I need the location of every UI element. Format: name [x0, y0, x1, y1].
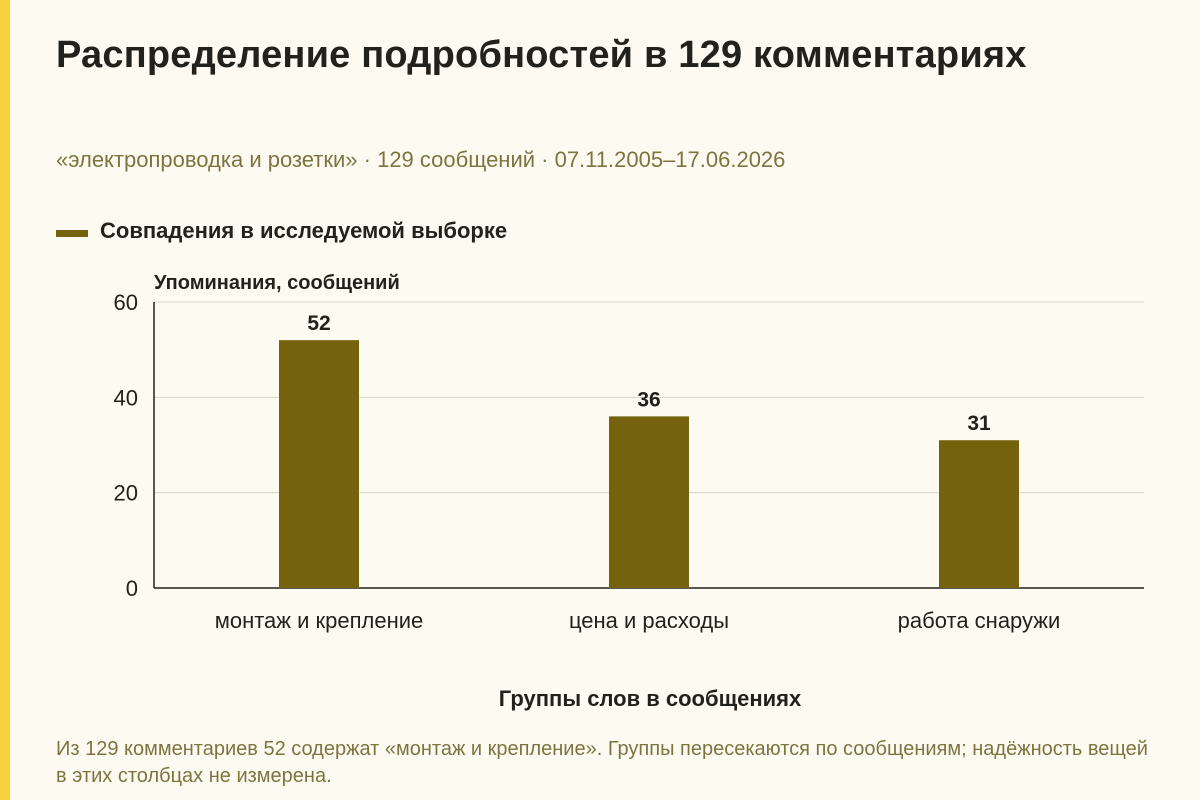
x-tick-label: монтаж и крепление	[215, 608, 424, 633]
accent-stripe	[0, 0, 10, 800]
bar	[279, 340, 359, 588]
chart-title: Распределение подробностей в 129 коммент…	[56, 34, 1027, 76]
y-axis-title: Упоминания, сообщений	[154, 272, 400, 294]
footnote: Из 129 комментариев 52 содержат «монтаж …	[56, 738, 1148, 787]
legend-swatch	[56, 229, 88, 237]
chart-subtitle: «электропроводка и розетки» · 129 сообще…	[56, 147, 786, 172]
bar	[609, 416, 689, 588]
bar-value-label: 52	[307, 312, 330, 335]
bar	[939, 440, 1019, 588]
legend: Совпадения в исследуемой выборке	[56, 218, 507, 244]
y-tick-label: 20	[114, 481, 138, 506]
y-tick-label: 0	[126, 576, 138, 601]
legend-label: Совпадения в исследуемой выборке	[100, 218, 508, 243]
y-tick-label: 40	[114, 385, 138, 410]
bar-value-label: 31	[967, 412, 991, 435]
x-tick-label: цена и расходы	[569, 608, 729, 633]
y-tick-label: 60	[114, 290, 138, 315]
x-tick-label: работа снаружи	[898, 608, 1061, 633]
bar-value-label: 36	[637, 388, 660, 411]
x-axis-title: Группы слов в сообщениях	[498, 686, 802, 711]
